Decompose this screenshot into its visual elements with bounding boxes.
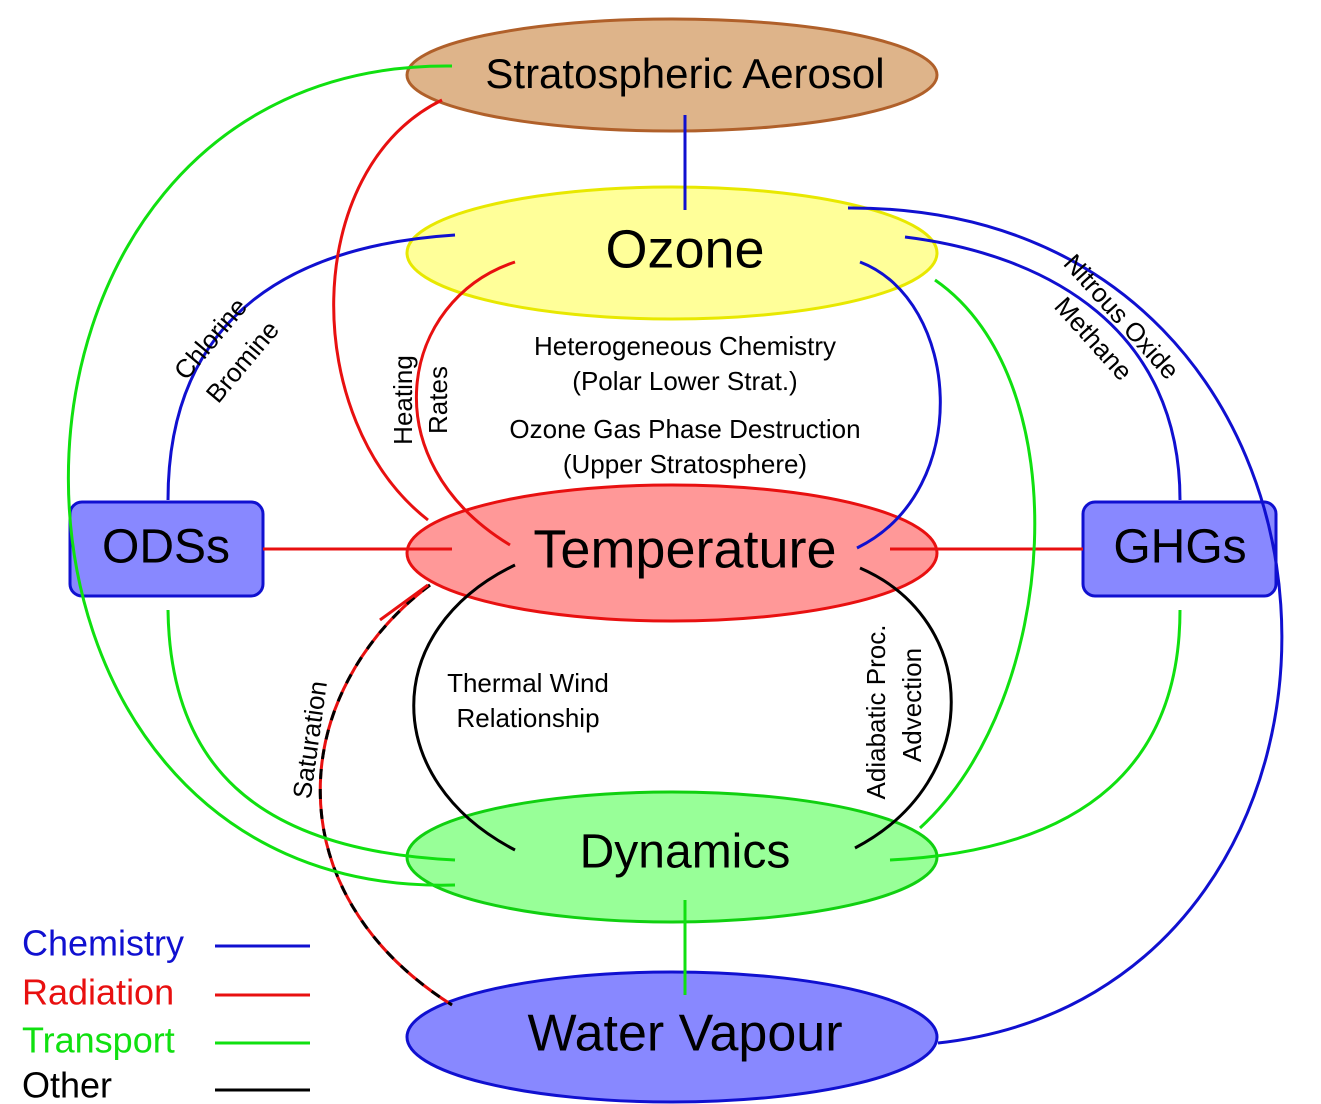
- edge-label: Relationship: [456, 703, 599, 733]
- arrow: [166, 233, 456, 501]
- edge-label: Heating: [388, 355, 418, 445]
- node-label: Dynamics: [580, 826, 791, 879]
- arrow: [904, 235, 1182, 501]
- arrow-dash: [318, 583, 453, 1007]
- edge-label: Rates: [423, 366, 453, 434]
- node-temperature: [405, 483, 939, 623]
- node-label: Stratospheric Aerosol: [485, 50, 884, 97]
- edge-label: Heterogeneous Chemistry: [534, 331, 836, 361]
- edge-label: (Polar Lower Strat.): [572, 366, 797, 396]
- arrow: [856, 260, 942, 550]
- arrow: [318, 583, 453, 1007]
- legend-label: Other: [22, 1065, 112, 1104]
- arrow: [889, 609, 1182, 862]
- node-label: Temperature: [533, 519, 836, 579]
- legend-label: Radiation: [22, 972, 174, 1013]
- legend-label: Chemistry: [22, 923, 184, 964]
- arrow: [379, 583, 429, 622]
- arrow: [332, 98, 443, 522]
- node-label: Water Vapour: [527, 1005, 842, 1063]
- arrow: [166, 609, 456, 862]
- node-aerosol: [405, 17, 939, 133]
- legend-label: Transport: [22, 1020, 175, 1061]
- node-water-vapour: [405, 970, 939, 1104]
- node-label: GHGs: [1113, 521, 1246, 574]
- edge-label: Advection: [897, 648, 927, 762]
- edge-label: Thermal Wind: [447, 668, 609, 698]
- node-label: Ozone: [605, 219, 764, 279]
- arrow: [847, 206, 1284, 1045]
- arrow: [854, 566, 953, 850]
- edge-label: Ozone Gas Phase Destruction: [509, 414, 860, 444]
- arrow: [66, 64, 456, 887]
- arrow: [414, 260, 516, 547]
- arrow: [918, 278, 1037, 830]
- edge-label: (Upper Stratosphere): [563, 449, 807, 479]
- node-ozone: [405, 185, 939, 321]
- edge-label: Adiabatic Proc.: [861, 625, 891, 800]
- arrow: [412, 563, 516, 852]
- node-label: ODSs: [102, 521, 230, 574]
